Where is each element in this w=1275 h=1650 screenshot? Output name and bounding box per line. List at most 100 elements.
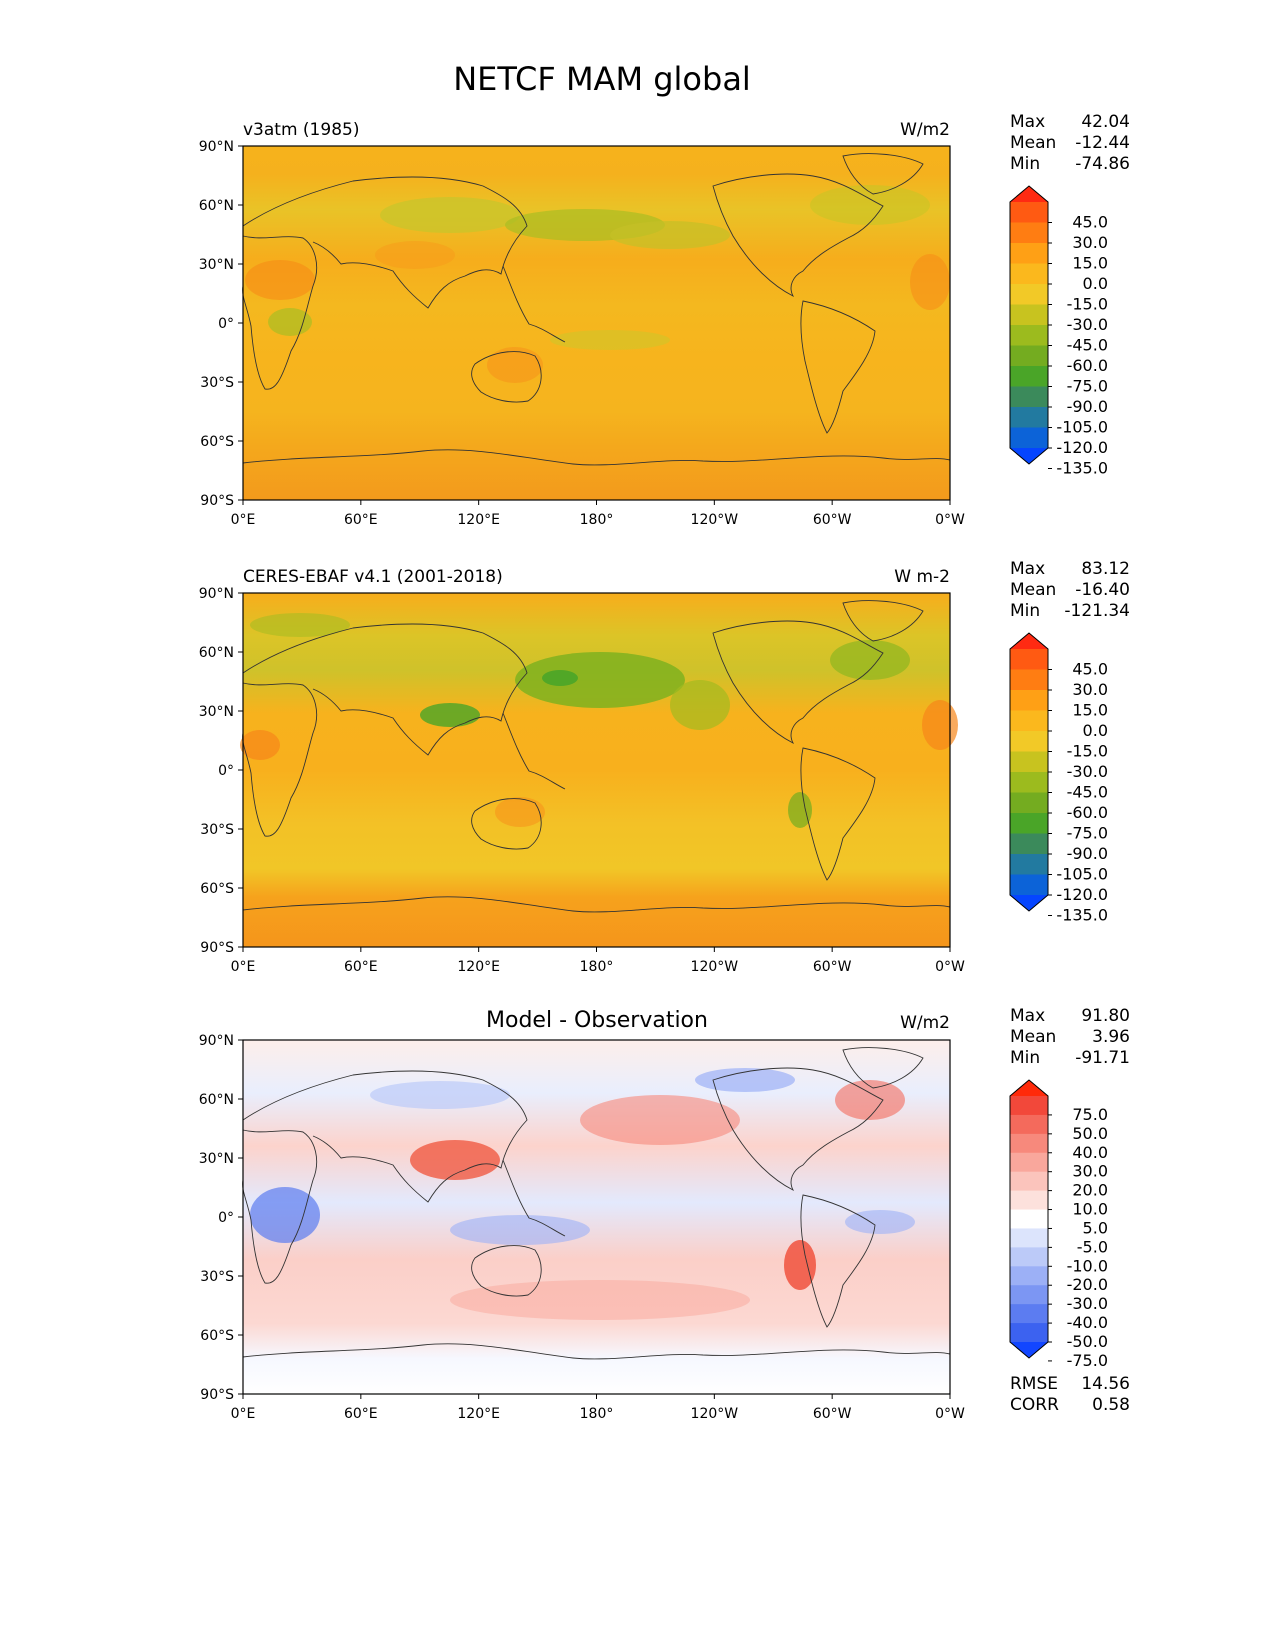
panel-title-center: Model - Observation [486, 1008, 708, 1033]
x-tick-label: 60°E [344, 959, 378, 975]
colorbar-segment [1010, 222, 1048, 244]
coastline-australia [471, 798, 542, 850]
panel-units: W/m2 [900, 1013, 950, 1033]
y-tick-label: 0° [218, 763, 234, 779]
coastline-australia [471, 1245, 542, 1297]
field-blob [784, 1240, 816, 1290]
coastlines [242, 600, 951, 913]
coastlines [242, 153, 951, 466]
colorbar-label: 20.0 [1072, 1181, 1108, 1200]
field-blob [695, 1068, 795, 1092]
colorbar-segment [1010, 243, 1048, 264]
colorbar-label: -45.0 [1067, 336, 1108, 355]
colorbar-segment [1010, 1096, 1048, 1116]
x-tick-label: 0°W [935, 959, 965, 975]
colorbar-label: 40.0 [1072, 1143, 1108, 1162]
coastline-greenland [842, 600, 924, 642]
colorbar-label: 15.0 [1072, 254, 1108, 273]
colorbar-segment [1010, 1114, 1048, 1135]
field-blob [240, 730, 280, 760]
colorbar-segment [1010, 1152, 1048, 1173]
stat-value: 3.96 [1092, 1027, 1130, 1047]
colorbar-label: 30.0 [1072, 680, 1108, 699]
stat-label: Min [1010, 1048, 1040, 1068]
stat-label: Min [1010, 154, 1040, 174]
coastline-antarctica [242, 449, 951, 466]
colorbar-label: -75.0 [1067, 824, 1108, 843]
stat-label: Max [1010, 1006, 1045, 1026]
colorbar-label: -75.0 [1067, 1351, 1108, 1370]
coastline-north-america [712, 173, 884, 298]
field-blob [810, 185, 930, 225]
colorbar-segment [1010, 1247, 1048, 1267]
field-blob [380, 197, 520, 233]
y-tick-label: 90°S [200, 1387, 234, 1403]
x-tick-label: 60°W [813, 959, 852, 975]
colorbar-segment [1010, 1266, 1048, 1286]
field-blob [580, 1095, 740, 1145]
colorbar-segment [1010, 1285, 1048, 1305]
colorbar-label: -60.0 [1067, 356, 1108, 375]
x-tick-label: 120°E [457, 1406, 500, 1422]
colorbar-extend-min [1010, 448, 1048, 464]
field-blob [245, 260, 315, 300]
colorbar-label: -90.0 [1067, 844, 1108, 863]
colorbar-label: -30.0 [1067, 762, 1108, 781]
colorbar-label: -120.0 [1056, 885, 1108, 904]
y-tick-label: 90°S [200, 940, 234, 956]
field-blob [370, 1081, 510, 1109]
colorbar-extend-min [1010, 1342, 1048, 1358]
x-tick-label: 0°E [231, 959, 256, 975]
stat-label: Mean [1010, 580, 1056, 600]
x-tick-label: 180° [580, 512, 614, 528]
coastline-africa-eurasia [242, 235, 317, 390]
y-tick-label: 30°S [200, 375, 234, 391]
colorbar-segment [1010, 772, 1048, 793]
colorbar-segment [1010, 427, 1048, 449]
x-tick-label: 120°W [691, 959, 739, 975]
colorbar: 75.050.040.030.020.010.05.0-5.0-10.0-20.… [1009, 1079, 1108, 1370]
colorbar-label: 50.0 [1072, 1124, 1108, 1143]
coastline-asia-east [502, 712, 566, 790]
field-background [243, 1040, 950, 1394]
y-tick-label: 0° [218, 316, 234, 332]
coastline-antarctica [242, 1343, 951, 1360]
field-blob [550, 330, 670, 350]
y-axis: 90°N 60°N 30°N 0° 30°S 60°S 90°S [199, 1033, 243, 1403]
colorbar-segment [1010, 833, 1048, 855]
stat-label: Mean [1010, 133, 1056, 153]
colorbar-segment [1010, 1228, 1048, 1248]
colorbar-label: 5.0 [1083, 1218, 1108, 1237]
colorbar-segment [1010, 649, 1048, 670]
map-area [240, 593, 958, 947]
colorbar-label: -135.0 [1056, 906, 1108, 925]
field-blob [250, 1187, 320, 1243]
y-tick-label: 60°S [200, 434, 234, 450]
colorbar-label: 30.0 [1072, 1162, 1108, 1181]
x-tick-label: 120°W [691, 512, 739, 528]
coastline-greenland [842, 1047, 924, 1089]
y-tick-label: 30°N [199, 1151, 234, 1167]
stat-value: -12.44 [1075, 133, 1130, 153]
field-anomalies [240, 613, 958, 828]
panel-difference: Model - Observation W/m2 [199, 1006, 1130, 1422]
y-tick-label: 30°N [199, 704, 234, 720]
colorbar-label: 15.0 [1072, 701, 1108, 720]
colorbar-segment [1010, 669, 1048, 691]
coastlines [242, 1047, 951, 1360]
colorbar-label: -45.0 [1067, 783, 1108, 802]
colorbar-label: -120.0 [1056, 438, 1108, 457]
coastline-south-america [800, 1194, 876, 1328]
field-anomalies [250, 1068, 915, 1320]
figure-title: NETCF MAM global [453, 60, 751, 98]
colorbar-segment [1010, 1304, 1048, 1324]
x-tick-label: 60°W [813, 512, 852, 528]
field-blob [788, 792, 812, 828]
colorbar-segment [1010, 304, 1048, 326]
field-blob [830, 640, 910, 680]
stat-value: 83.12 [1081, 559, 1130, 579]
stat-value: -121.34 [1064, 601, 1130, 621]
coastline-eurasia [242, 176, 528, 309]
field-blob [450, 1215, 590, 1245]
x-tick-label: 60°E [344, 512, 378, 528]
